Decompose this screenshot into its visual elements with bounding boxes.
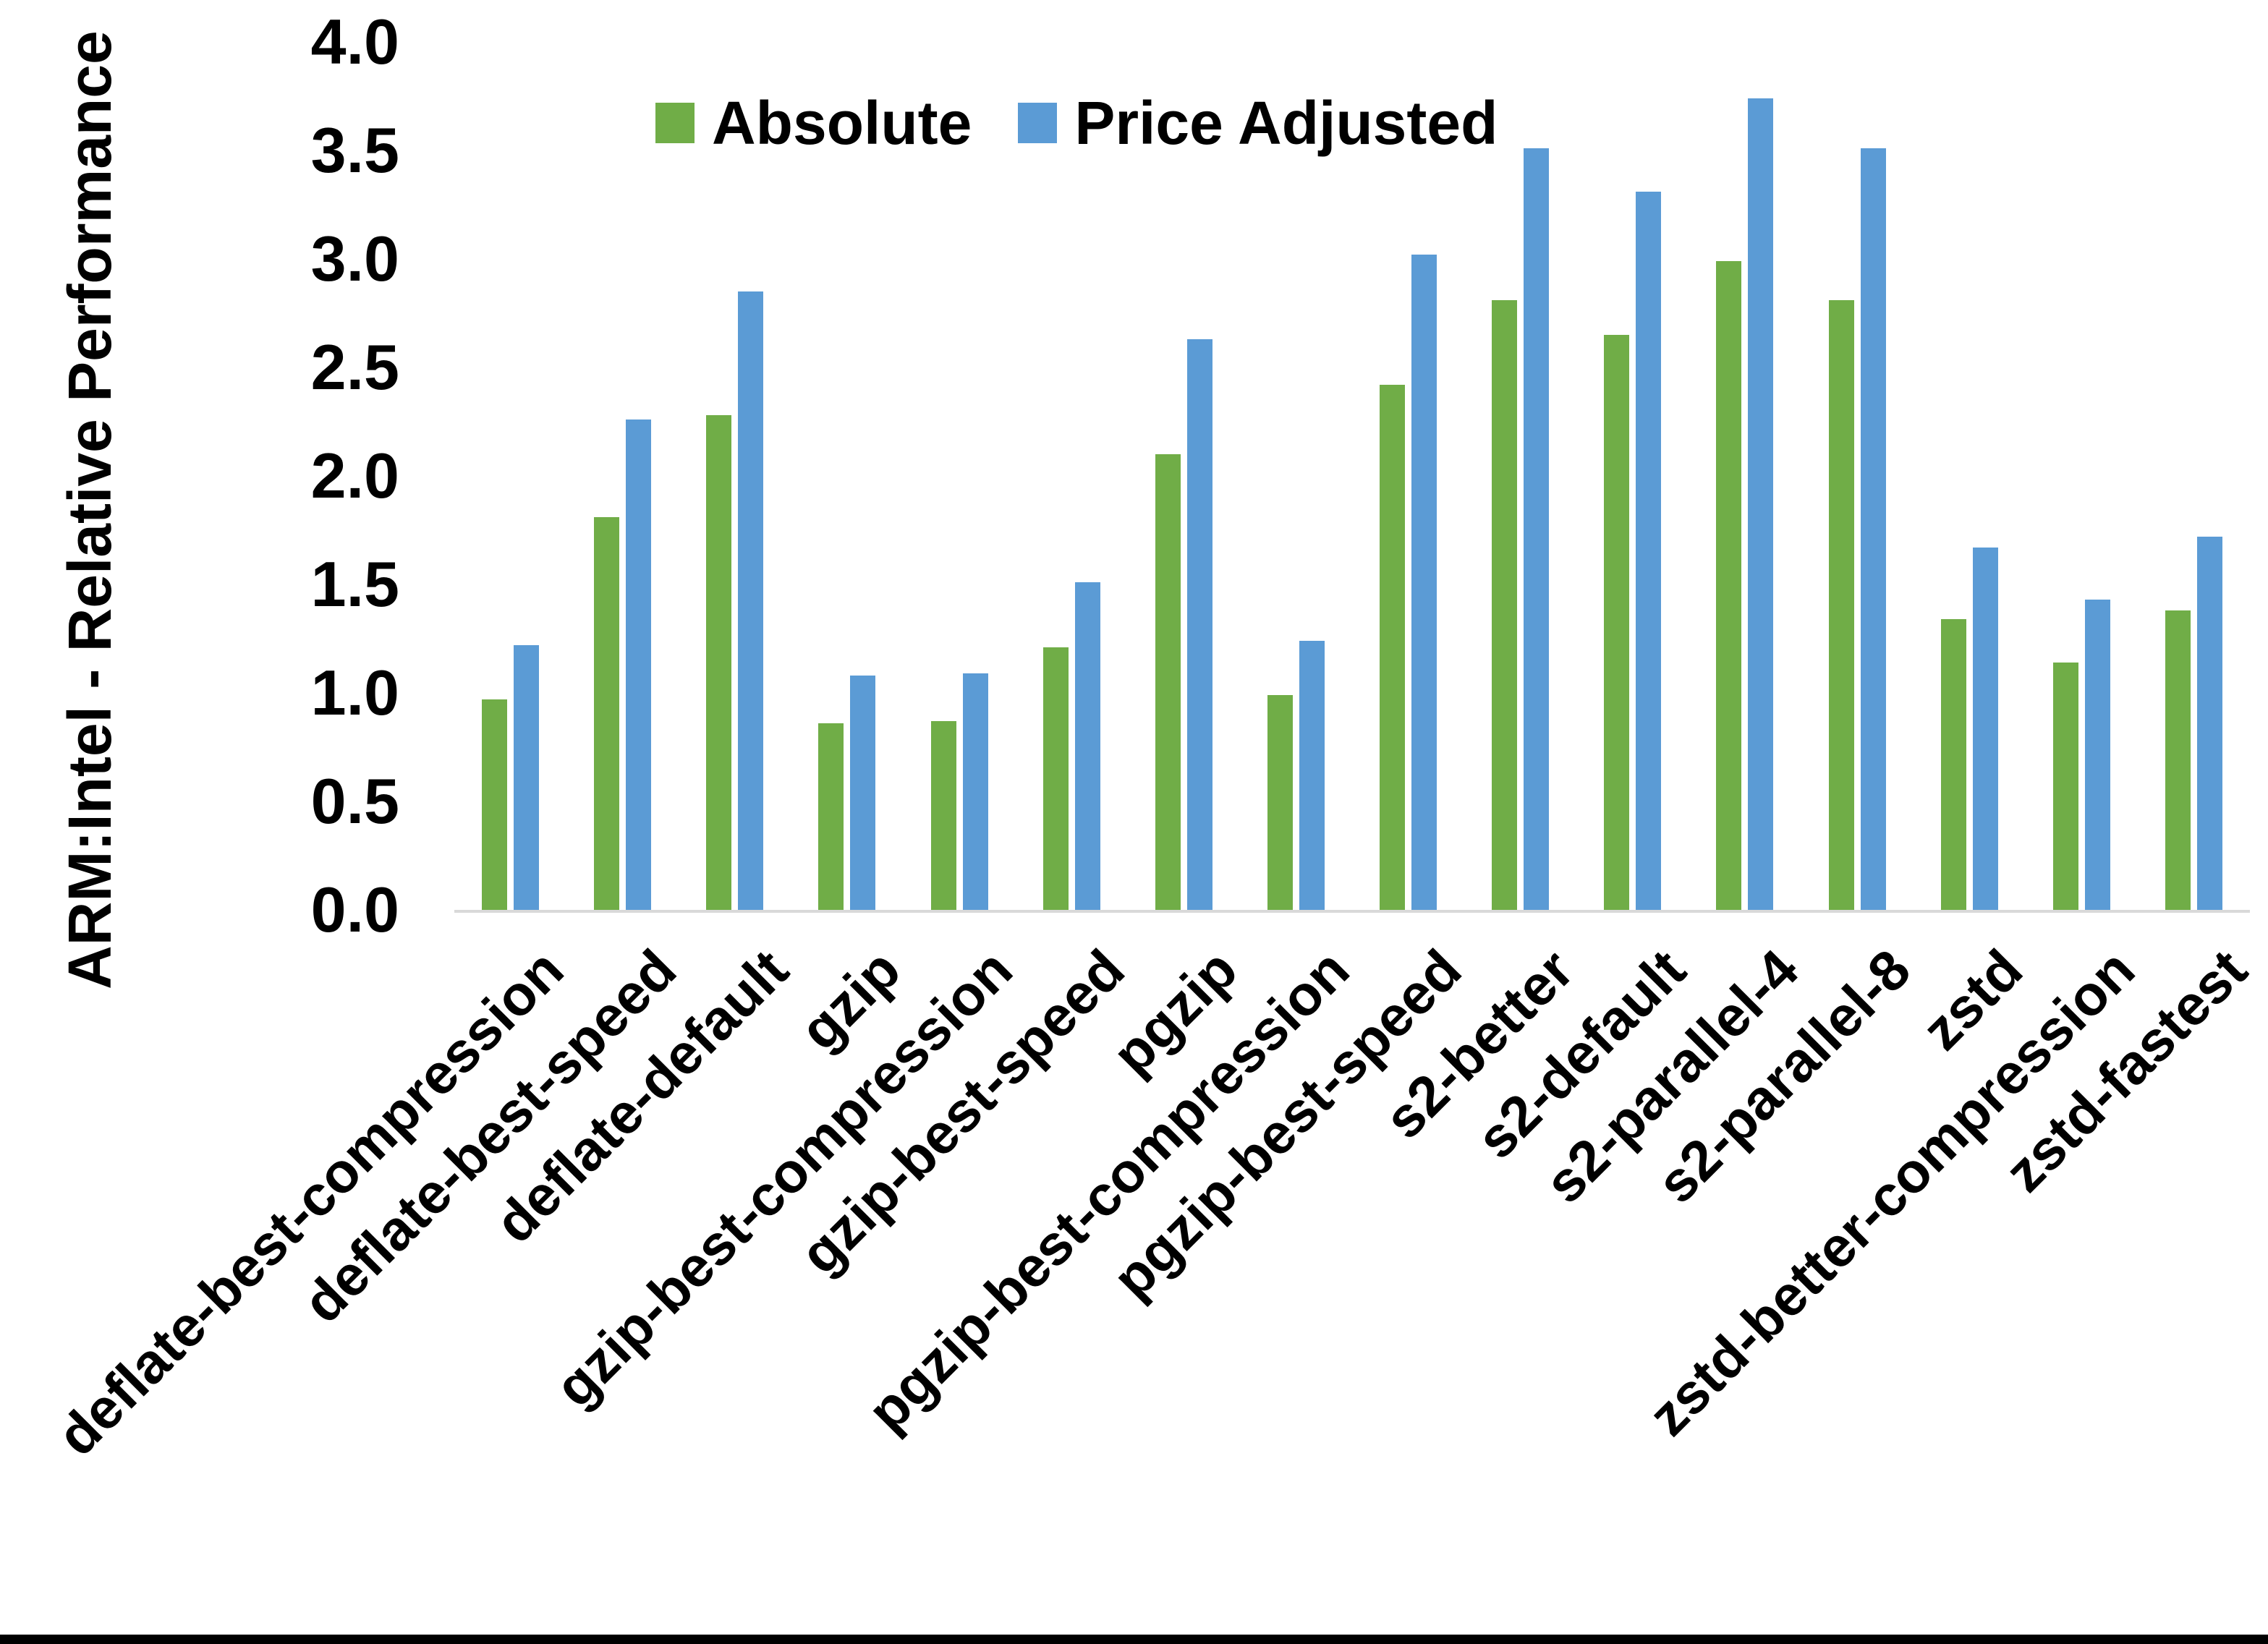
bar-price-adjusted-deflate-default	[738, 291, 764, 910]
bar-price-adjusted-zstd-better-compression	[2084, 600, 2110, 910]
legend-swatch-price-adjusted	[1018, 103, 1058, 143]
y-tick-label-2.5: 2.5	[310, 331, 399, 403]
bar-absolute-zstd	[1940, 619, 1966, 910]
bar-price-adjusted-pgzip-best-speed	[1411, 255, 1437, 910]
y-tick-label-0.5: 0.5	[310, 765, 399, 837]
bar-absolute-s2-default	[1604, 335, 1630, 910]
bar-price-adjusted-deflate-best-speed	[626, 419, 652, 910]
legend: Absolute Price Adjusted	[655, 93, 1498, 153]
legend-label-absolute: Absolute	[712, 89, 972, 157]
y-tick-label-3.0: 3.0	[310, 223, 399, 294]
x-axis-line	[454, 910, 2250, 913]
bar-absolute-deflate-default	[706, 415, 732, 910]
bar-absolute-deflate-best-speed	[594, 517, 620, 910]
bar-price-adjusted-s2-better	[1524, 148, 1550, 910]
bar-absolute-s2-parallel-4	[1716, 261, 1742, 910]
y-tick-label-4.0: 4.0	[310, 6, 399, 77]
y-axis-title: ARM:Intel - Relative Performance	[56, 30, 124, 989]
bar-absolute-gzip	[818, 723, 844, 910]
bar-price-adjusted-gzip	[850, 676, 876, 910]
legend-label-price-adjusted: Price Adjusted	[1074, 89, 1498, 157]
legend-swatch-absolute	[655, 103, 695, 143]
bar-absolute-zstd-fastest	[2165, 610, 2191, 910]
plot-area	[454, 42, 2250, 910]
bar-price-adjusted-pgzip	[1186, 339, 1212, 910]
bar-price-adjusted-gzip-best-compression	[962, 673, 988, 910]
bar-absolute-zstd-better-compression	[2052, 663, 2078, 910]
bar-price-adjusted-zstd-fastest	[2196, 537, 2222, 910]
bar-price-adjusted-zstd	[1972, 548, 1998, 910]
bar-absolute-pgzip	[1155, 454, 1181, 910]
bar-price-adjusted-gzip-best-speed	[1074, 582, 1100, 910]
bar-absolute-gzip-best-speed	[1042, 647, 1069, 910]
y-tick-label-1.5: 1.5	[310, 548, 399, 620]
bar-absolute-s2-parallel-8	[1828, 300, 1854, 910]
bar-absolute-s2-better	[1492, 300, 1518, 910]
y-tick-label-0.0: 0.0	[310, 874, 399, 945]
y-tick-label-3.5: 3.5	[310, 114, 399, 186]
legend-item-price-adjusted: Price Adjusted	[1018, 93, 1498, 153]
y-tick-label-2.0: 2.0	[310, 440, 399, 511]
bar-absolute-pgzip-best-speed	[1380, 385, 1406, 910]
bar-price-adjusted-s2-parallel-8	[1860, 148, 1886, 910]
bar-price-adjusted-deflate-best-compression	[514, 645, 540, 910]
y-tick-label-1.0: 1.0	[310, 657, 399, 728]
legend-item-absolute: Absolute	[655, 93, 972, 153]
bar-price-adjusted-s2-parallel-4	[1748, 98, 1774, 910]
bar-price-adjusted-s2-default	[1636, 192, 1662, 910]
bottom-border	[0, 1635, 2268, 1644]
bar-absolute-pgzip-best-compression	[1267, 695, 1293, 910]
bar-absolute-deflate-best-compression	[482, 699, 508, 910]
bar-absolute-gzip-best-compression	[930, 721, 956, 910]
bar-price-adjusted-pgzip-best-compression	[1299, 641, 1325, 910]
